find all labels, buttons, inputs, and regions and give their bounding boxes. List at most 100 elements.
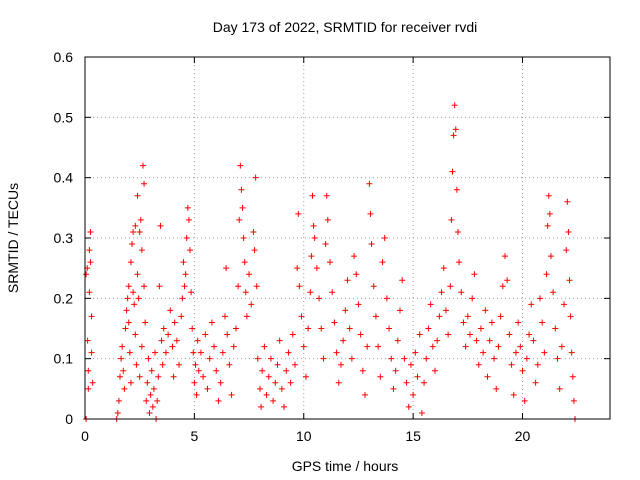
data-point — [159, 361, 166, 368]
data-point — [289, 331, 296, 338]
data-point — [127, 379, 134, 386]
data-point — [224, 331, 231, 338]
data-point — [259, 367, 266, 374]
data-point — [232, 325, 239, 332]
data-point — [353, 271, 360, 278]
data-point — [429, 343, 436, 350]
x-tick-label: 0 — [81, 428, 89, 444]
data-point — [185, 216, 192, 223]
data-point — [570, 397, 577, 404]
data-point — [141, 180, 148, 187]
data-point — [401, 355, 408, 362]
data-point — [546, 210, 553, 217]
data-point — [311, 235, 318, 241]
x-tick-label: 10 — [296, 428, 312, 444]
data-point — [450, 132, 457, 139]
data-point — [257, 385, 263, 392]
data-point — [181, 283, 188, 290]
data-point — [138, 343, 145, 350]
data-point — [239, 204, 246, 211]
data-point — [383, 295, 390, 302]
y-tick-label: 0.3 — [54, 230, 74, 246]
data-point — [294, 265, 301, 272]
data-point — [451, 102, 458, 109]
data-point — [125, 283, 132, 290]
data-point — [206, 355, 213, 362]
y-tick-label: 0.5 — [54, 109, 74, 125]
data-point — [190, 349, 197, 356]
data-point — [149, 403, 156, 410]
data-point — [141, 283, 148, 290]
y-tick-label: 0.4 — [54, 170, 74, 186]
y-tick-label: 0 — [65, 411, 73, 427]
data-point — [366, 180, 373, 187]
data-point — [222, 313, 228, 320]
data-point — [143, 397, 150, 404]
data-point — [412, 349, 419, 356]
data-point — [394, 337, 401, 344]
x-tick-label: 5 — [190, 428, 198, 444]
data-point — [178, 313, 185, 320]
data-point — [348, 355, 355, 362]
data-point — [561, 301, 568, 308]
data-point — [449, 168, 456, 175]
data-point — [357, 331, 364, 338]
data-point — [152, 349, 158, 356]
data-point — [170, 373, 177, 380]
data-point — [370, 283, 377, 290]
data-point — [84, 337, 91, 344]
data-point — [197, 349, 204, 356]
data-point — [517, 343, 524, 350]
data-point — [530, 337, 537, 344]
data-point — [434, 337, 441, 344]
data-point — [416, 331, 423, 338]
data-point — [515, 319, 522, 326]
data-point — [133, 361, 140, 368]
data-point — [89, 379, 96, 386]
y-axis-label: SRMTID / TECUs — [5, 183, 21, 293]
data-point — [316, 295, 323, 302]
data-point — [473, 337, 480, 344]
data-point — [566, 277, 573, 284]
data-point — [390, 385, 397, 392]
data-point — [179, 295, 186, 302]
data-point — [85, 385, 92, 392]
data-point — [458, 289, 465, 296]
data-point — [145, 355, 152, 362]
data-point — [180, 259, 187, 266]
chart-title: Day 173 of 2022, SRMTID for receiver rvd… — [213, 19, 478, 35]
data-point — [453, 186, 460, 193]
data-point — [87, 259, 94, 266]
data-point — [132, 222, 139, 229]
data-point — [251, 247, 258, 254]
data-point — [305, 325, 312, 332]
data-point — [274, 361, 281, 368]
data-point — [534, 361, 541, 368]
data-point — [132, 331, 139, 338]
data-point — [87, 228, 94, 235]
data-point — [130, 228, 137, 235]
data-point — [121, 385, 128, 392]
data-point — [508, 361, 515, 368]
data-point — [364, 343, 371, 350]
data-point — [137, 216, 144, 223]
data-point — [355, 301, 362, 308]
data-points — [83, 102, 578, 422]
data-point — [541, 349, 548, 356]
data-point — [528, 301, 535, 308]
data-point — [460, 319, 467, 326]
data-point — [119, 343, 126, 350]
y-tick-label: 0.6 — [54, 49, 74, 65]
data-point — [547, 253, 554, 260]
data-point — [519, 367, 526, 374]
data-point — [138, 247, 145, 254]
data-point — [427, 301, 434, 308]
data-point — [438, 289, 445, 296]
data-point — [285, 349, 292, 356]
data-point — [351, 253, 358, 260]
data-point — [510, 391, 517, 398]
data-point — [208, 319, 215, 326]
data-point — [129, 241, 136, 248]
data-point — [200, 373, 207, 380]
data-point — [126, 349, 133, 356]
